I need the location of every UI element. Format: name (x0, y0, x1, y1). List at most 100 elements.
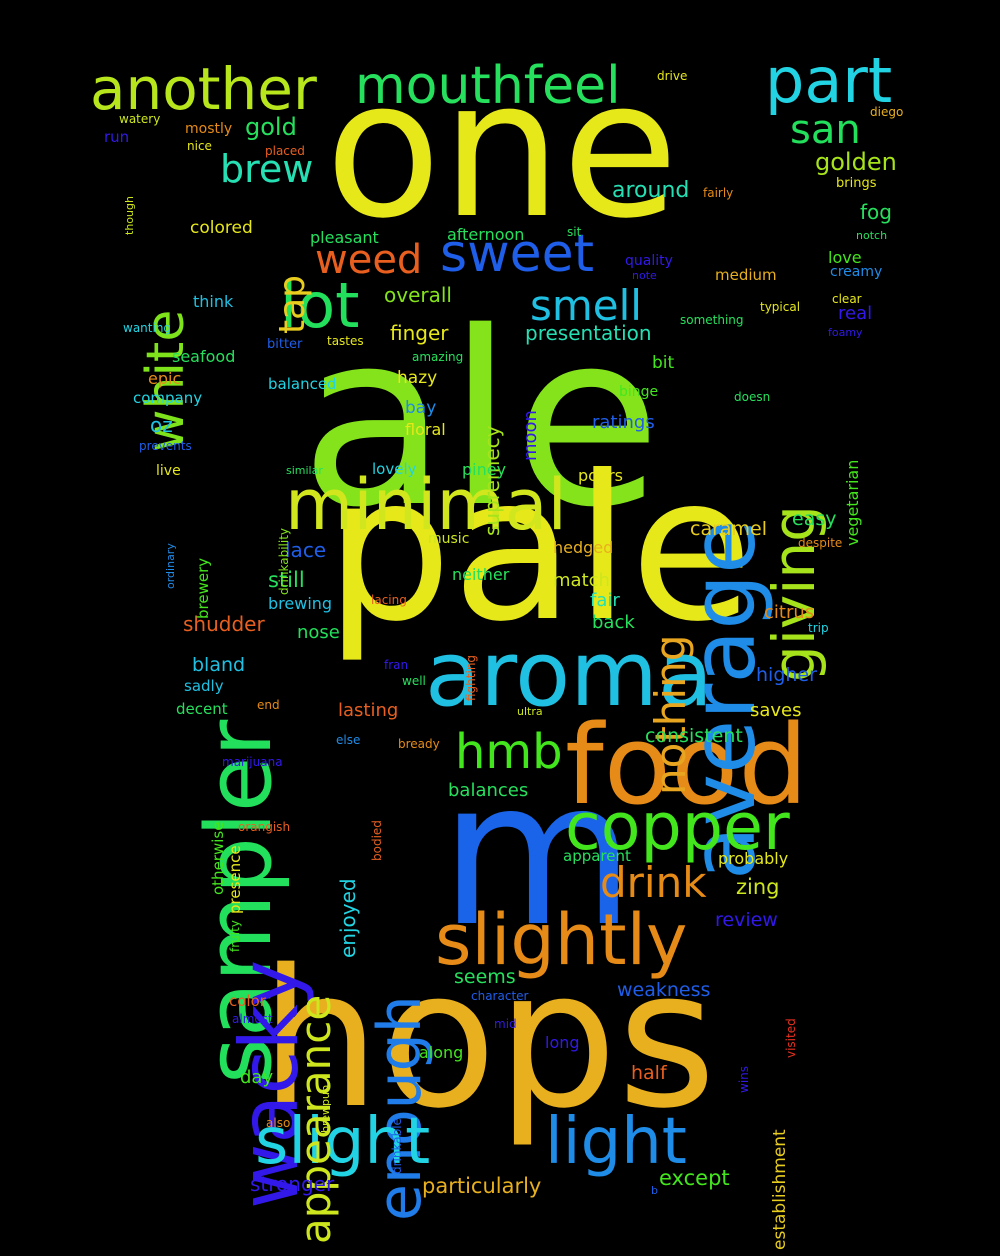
word-something: something (680, 313, 744, 327)
word-drinkable: drinkable (390, 1118, 404, 1174)
word-b: b (651, 1184, 658, 1197)
word-pale: pale (325, 433, 754, 666)
word-despite: despite (798, 536, 843, 550)
word-day: day (240, 1067, 274, 1088)
word-notch: notch (856, 229, 888, 242)
word-love: love (828, 248, 862, 267)
word-almost: almost (232, 1012, 273, 1026)
word-run: run (104, 128, 130, 146)
word-also: also (266, 1116, 291, 1130)
word-nose: nose (297, 622, 340, 643)
word-foamy: foamy (828, 326, 863, 339)
word-another: another (90, 55, 317, 123)
word-fruity: fruity (228, 920, 242, 952)
word-fog: fog (860, 200, 892, 224)
word-fighting: fighting (464, 654, 478, 701)
word-prevents: prevents (139, 439, 192, 453)
word-vegetarian: vegetarian (843, 459, 862, 546)
word-seems: seems (454, 966, 516, 988)
word-presentation: presentation (525, 321, 652, 345)
word-part: part (765, 44, 893, 117)
word-doesn: doesn (734, 390, 771, 404)
word-shudder: shudder (183, 612, 265, 636)
word-apparent: apparent (563, 847, 631, 865)
word-music: music (428, 531, 470, 547)
word-character: character (471, 989, 529, 1003)
word-colored: colored (190, 218, 253, 238)
word-san: san (790, 107, 861, 153)
word-slightly: slightly (435, 899, 688, 981)
word-weed: weed (315, 237, 423, 283)
word-placed: placed (265, 144, 305, 158)
word-drinkability: drinkability (277, 527, 291, 595)
word-probably: probably (718, 849, 789, 868)
word-think: think (193, 292, 234, 311)
word-mostly: mostly (185, 121, 233, 137)
word-lot: lot (280, 269, 360, 342)
word-drive: drive (657, 69, 688, 83)
word-overall: overall (384, 283, 452, 307)
word-moon: moon (520, 410, 541, 461)
word-saves: saves (750, 700, 802, 721)
word-consistent: consistent (645, 725, 743, 747)
word-zing: zing (736, 875, 780, 899)
word-pours: pours (578, 466, 623, 485)
word-long: long (545, 1033, 580, 1052)
word-mouthfeel: mouthfeel (355, 56, 621, 116)
word-lace: lace (285, 538, 327, 562)
word-wanting: wanting (123, 321, 172, 335)
word-sadly: sadly (184, 677, 224, 695)
word-easy: easy (792, 508, 837, 530)
word-lovely: lovely (372, 460, 417, 478)
word-hazy: hazy (397, 368, 438, 388)
word-smell: smell (530, 281, 642, 330)
word-food: food (565, 701, 809, 829)
word-balanced: balanced (268, 375, 337, 393)
word-fair: fair (590, 590, 620, 611)
word-bodied: bodied (370, 820, 384, 861)
word-sweet: sweet (440, 224, 594, 284)
word-wins: wins (737, 1065, 751, 1093)
word-oz: oz (150, 413, 173, 437)
word-though: though (123, 196, 136, 235)
word-weakness: weakness (617, 979, 711, 1001)
word-company: company (133, 389, 203, 407)
word-hops: hops (260, 929, 717, 1150)
word-brew: brew (220, 147, 314, 191)
word-ultra: ultra (517, 705, 543, 718)
word-along: along (419, 1043, 464, 1062)
word-otherwise: otherwise (209, 821, 227, 895)
word-copper: copper (565, 790, 790, 865)
word-neither: neither (452, 565, 510, 584)
word-supremecy: supremecy (480, 425, 504, 537)
word-bay: bay (405, 398, 437, 418)
word-decent: decent (176, 700, 228, 718)
word-light: light (545, 1105, 687, 1179)
word-giving: giving (760, 505, 828, 682)
word-one: one (325, 39, 679, 260)
word-pleasant: pleasant (310, 228, 379, 247)
word-binge: binge (619, 384, 659, 400)
word-fairly: fairly (703, 186, 734, 200)
word-back: back (592, 612, 635, 633)
word-afternoon: afternoon (447, 225, 525, 244)
word-medium: medium (715, 266, 777, 284)
word-stronger: stronger (250, 1172, 335, 1196)
word-ordinary: ordinary (164, 543, 177, 589)
word-similar: similar (286, 464, 323, 477)
word-visited: visited (784, 1018, 798, 1058)
word-lasting: lasting (338, 700, 399, 721)
word-bit: bit (652, 353, 675, 373)
word-bitter: bitter (267, 337, 303, 352)
word-finger: finger (390, 321, 449, 345)
word-higher: higher (756, 664, 817, 686)
word-aroma: aroma (425, 622, 714, 727)
word-minimal: minimal (285, 464, 567, 546)
word-nothing: nothing (646, 634, 695, 795)
word-tastes: tastes (327, 334, 364, 348)
word-else: else (336, 733, 361, 747)
word-brewing: brewing (268, 594, 333, 613)
word-ratings: ratings (592, 412, 655, 433)
word-epic: epic (148, 369, 182, 388)
